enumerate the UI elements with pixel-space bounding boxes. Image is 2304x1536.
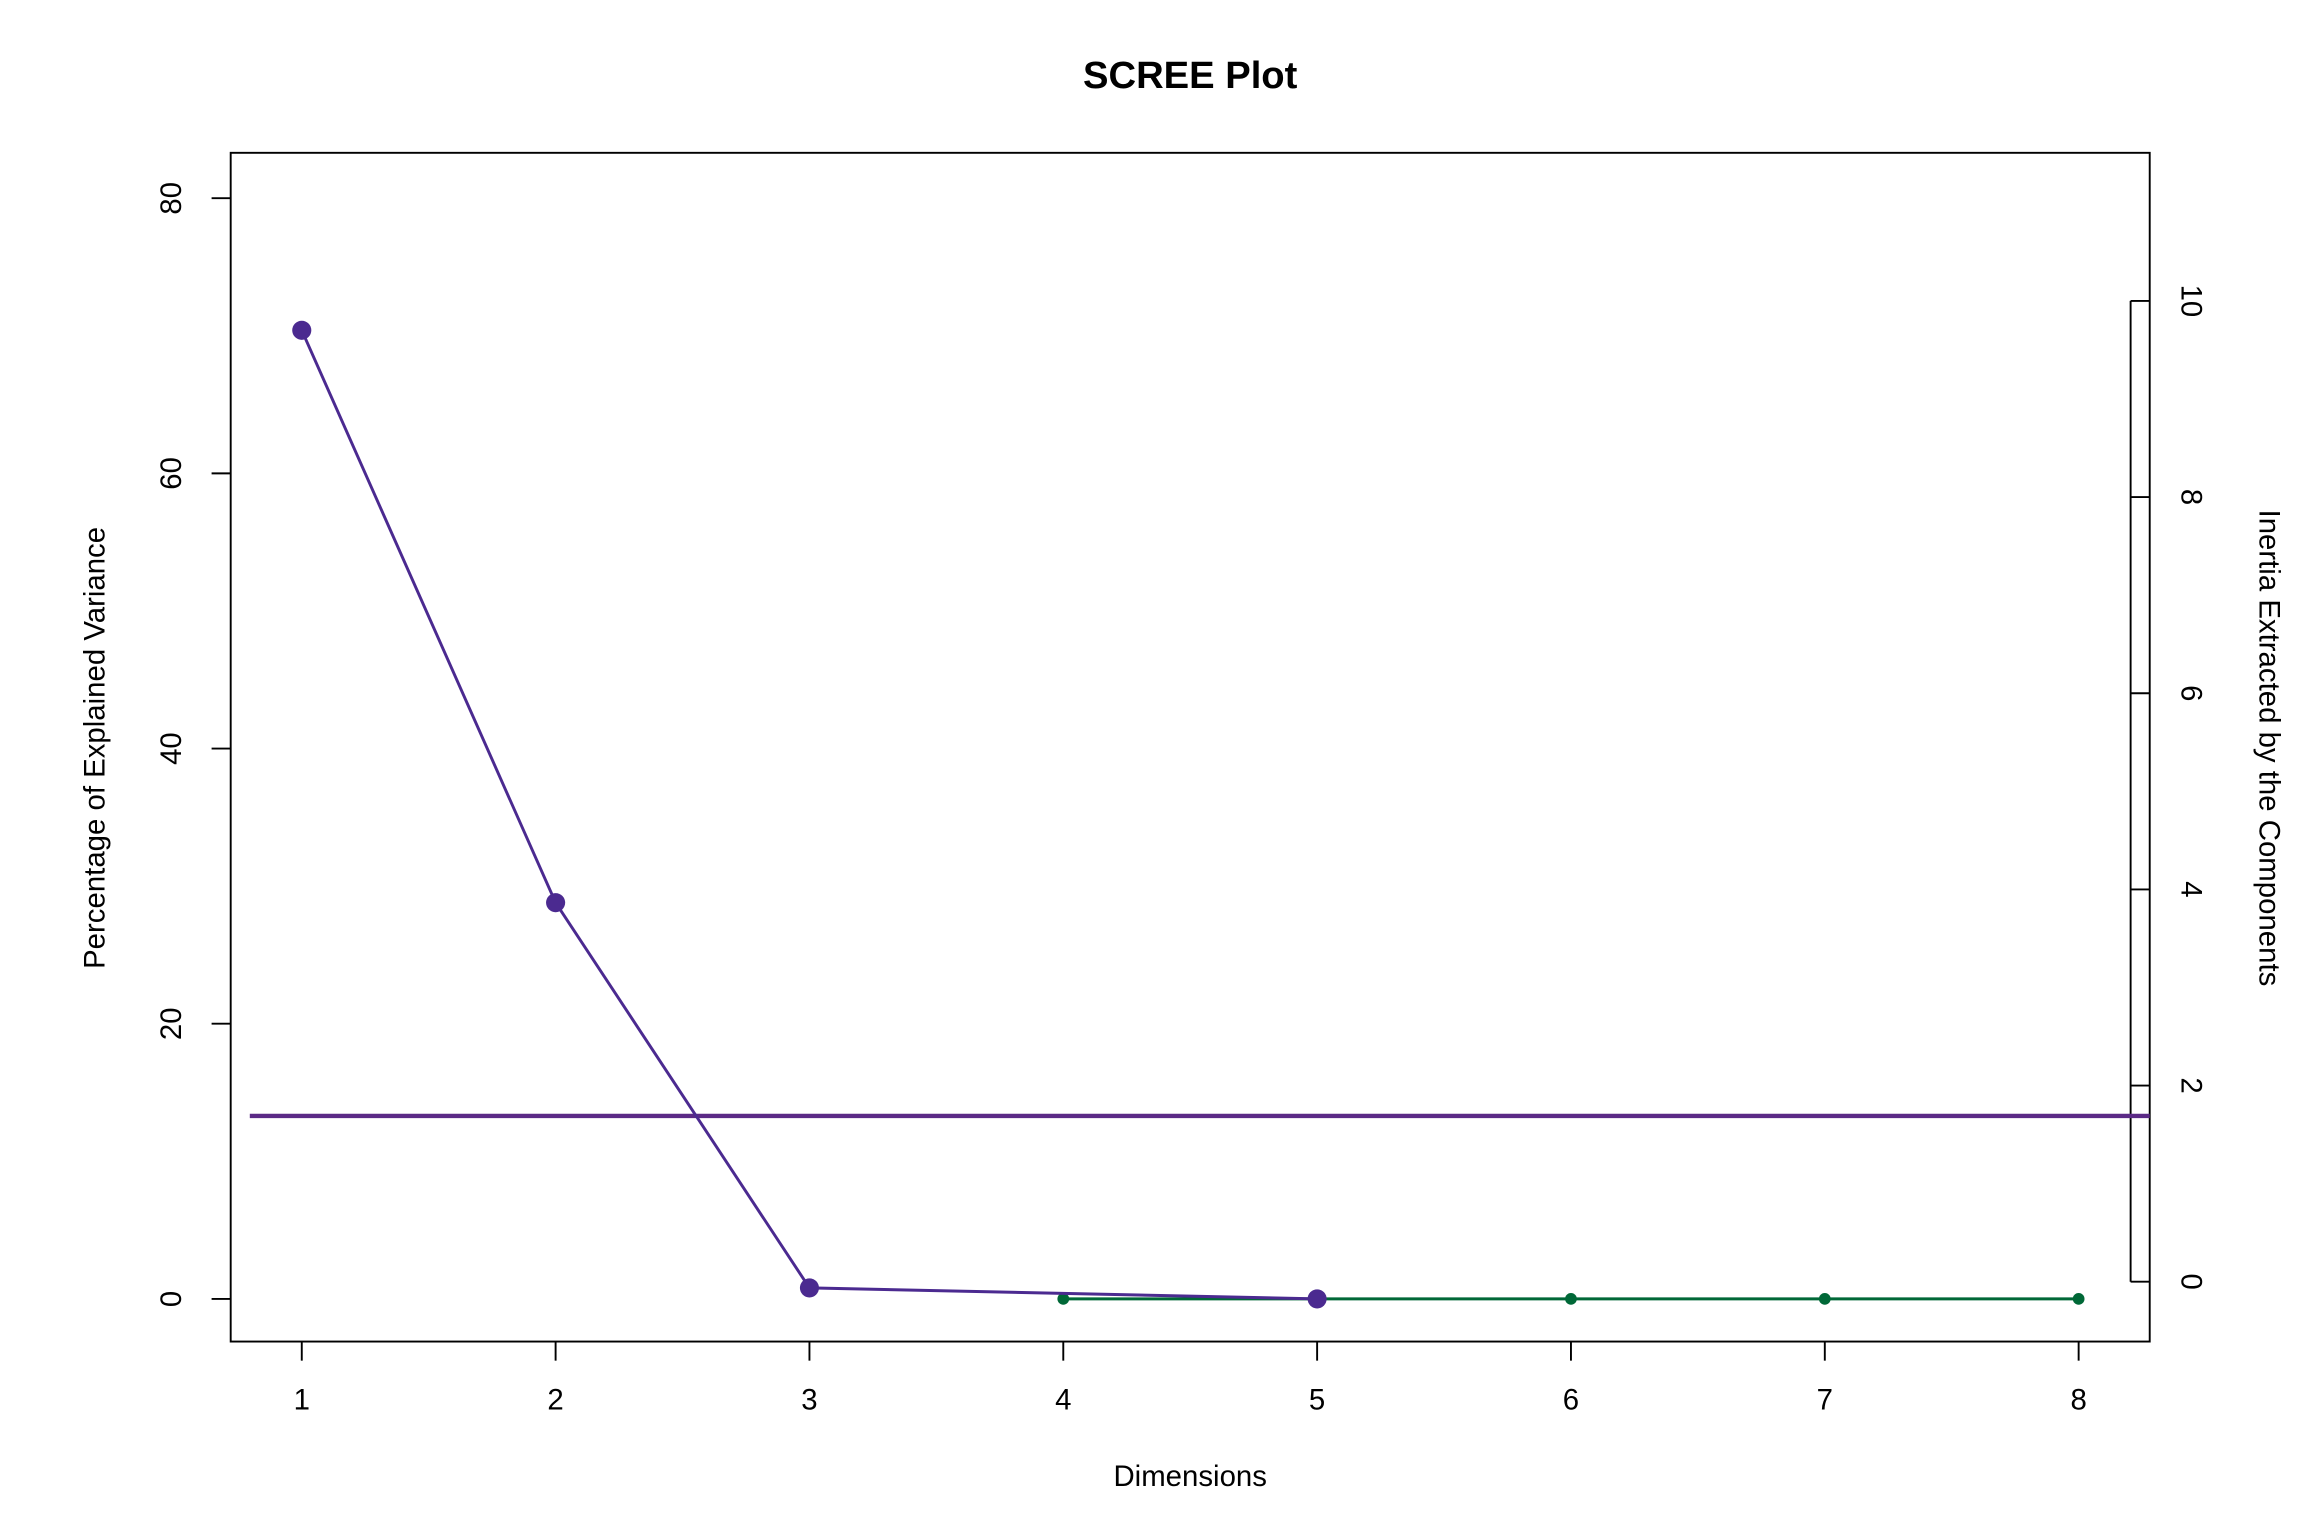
x-axis-label: Dimensions [1113,1460,1266,1493]
y2-tick-label: 8 [2175,489,2208,505]
y-tick-label: 20 [155,1007,188,1040]
y2-tick-label: 2 [2175,1077,2208,1093]
data-point [292,320,312,340]
y-axis-label: Percentage of Explained Variance [79,527,112,969]
y2-tick-label: 6 [2175,685,2208,701]
y2-tick-label: 0 [2175,1274,2208,1290]
x-tick-label: 5 [1309,1384,1325,1417]
y2-tick-label: 10 [2175,285,2208,318]
data-point [1818,1293,1831,1305]
series-line [300,329,1318,1301]
y2-tick-label: 4 [2175,881,2208,897]
y2-axis-label: Inertia Extracted by the Components [2252,510,2285,987]
x-tick-label: 6 [1563,1384,1579,1417]
y-tick-label: 40 [155,732,188,765]
x-tick-label: 1 [294,1384,310,1417]
x-tick-label: 2 [547,1384,563,1417]
data-point [1307,1289,1327,1309]
data-point [1565,1293,1577,1305]
x-tick-label: 7 [1817,1384,1833,1417]
chart-title: SCREE Plot [1083,54,1298,97]
data-point [2072,1293,2085,1305]
x-tick-label: 8 [2070,1384,2086,1417]
data-point [546,893,566,913]
y-tick-label: 80 [155,182,188,215]
x-tick-label: 3 [801,1384,817,1417]
plot-box [229,151,2151,1343]
data-point [1057,1293,1070,1305]
y-tick-label: 0 [155,1291,188,1307]
data-point [799,1278,819,1298]
x-tick-label: 4 [1055,1384,1071,1417]
y-tick-label: 60 [155,457,188,490]
